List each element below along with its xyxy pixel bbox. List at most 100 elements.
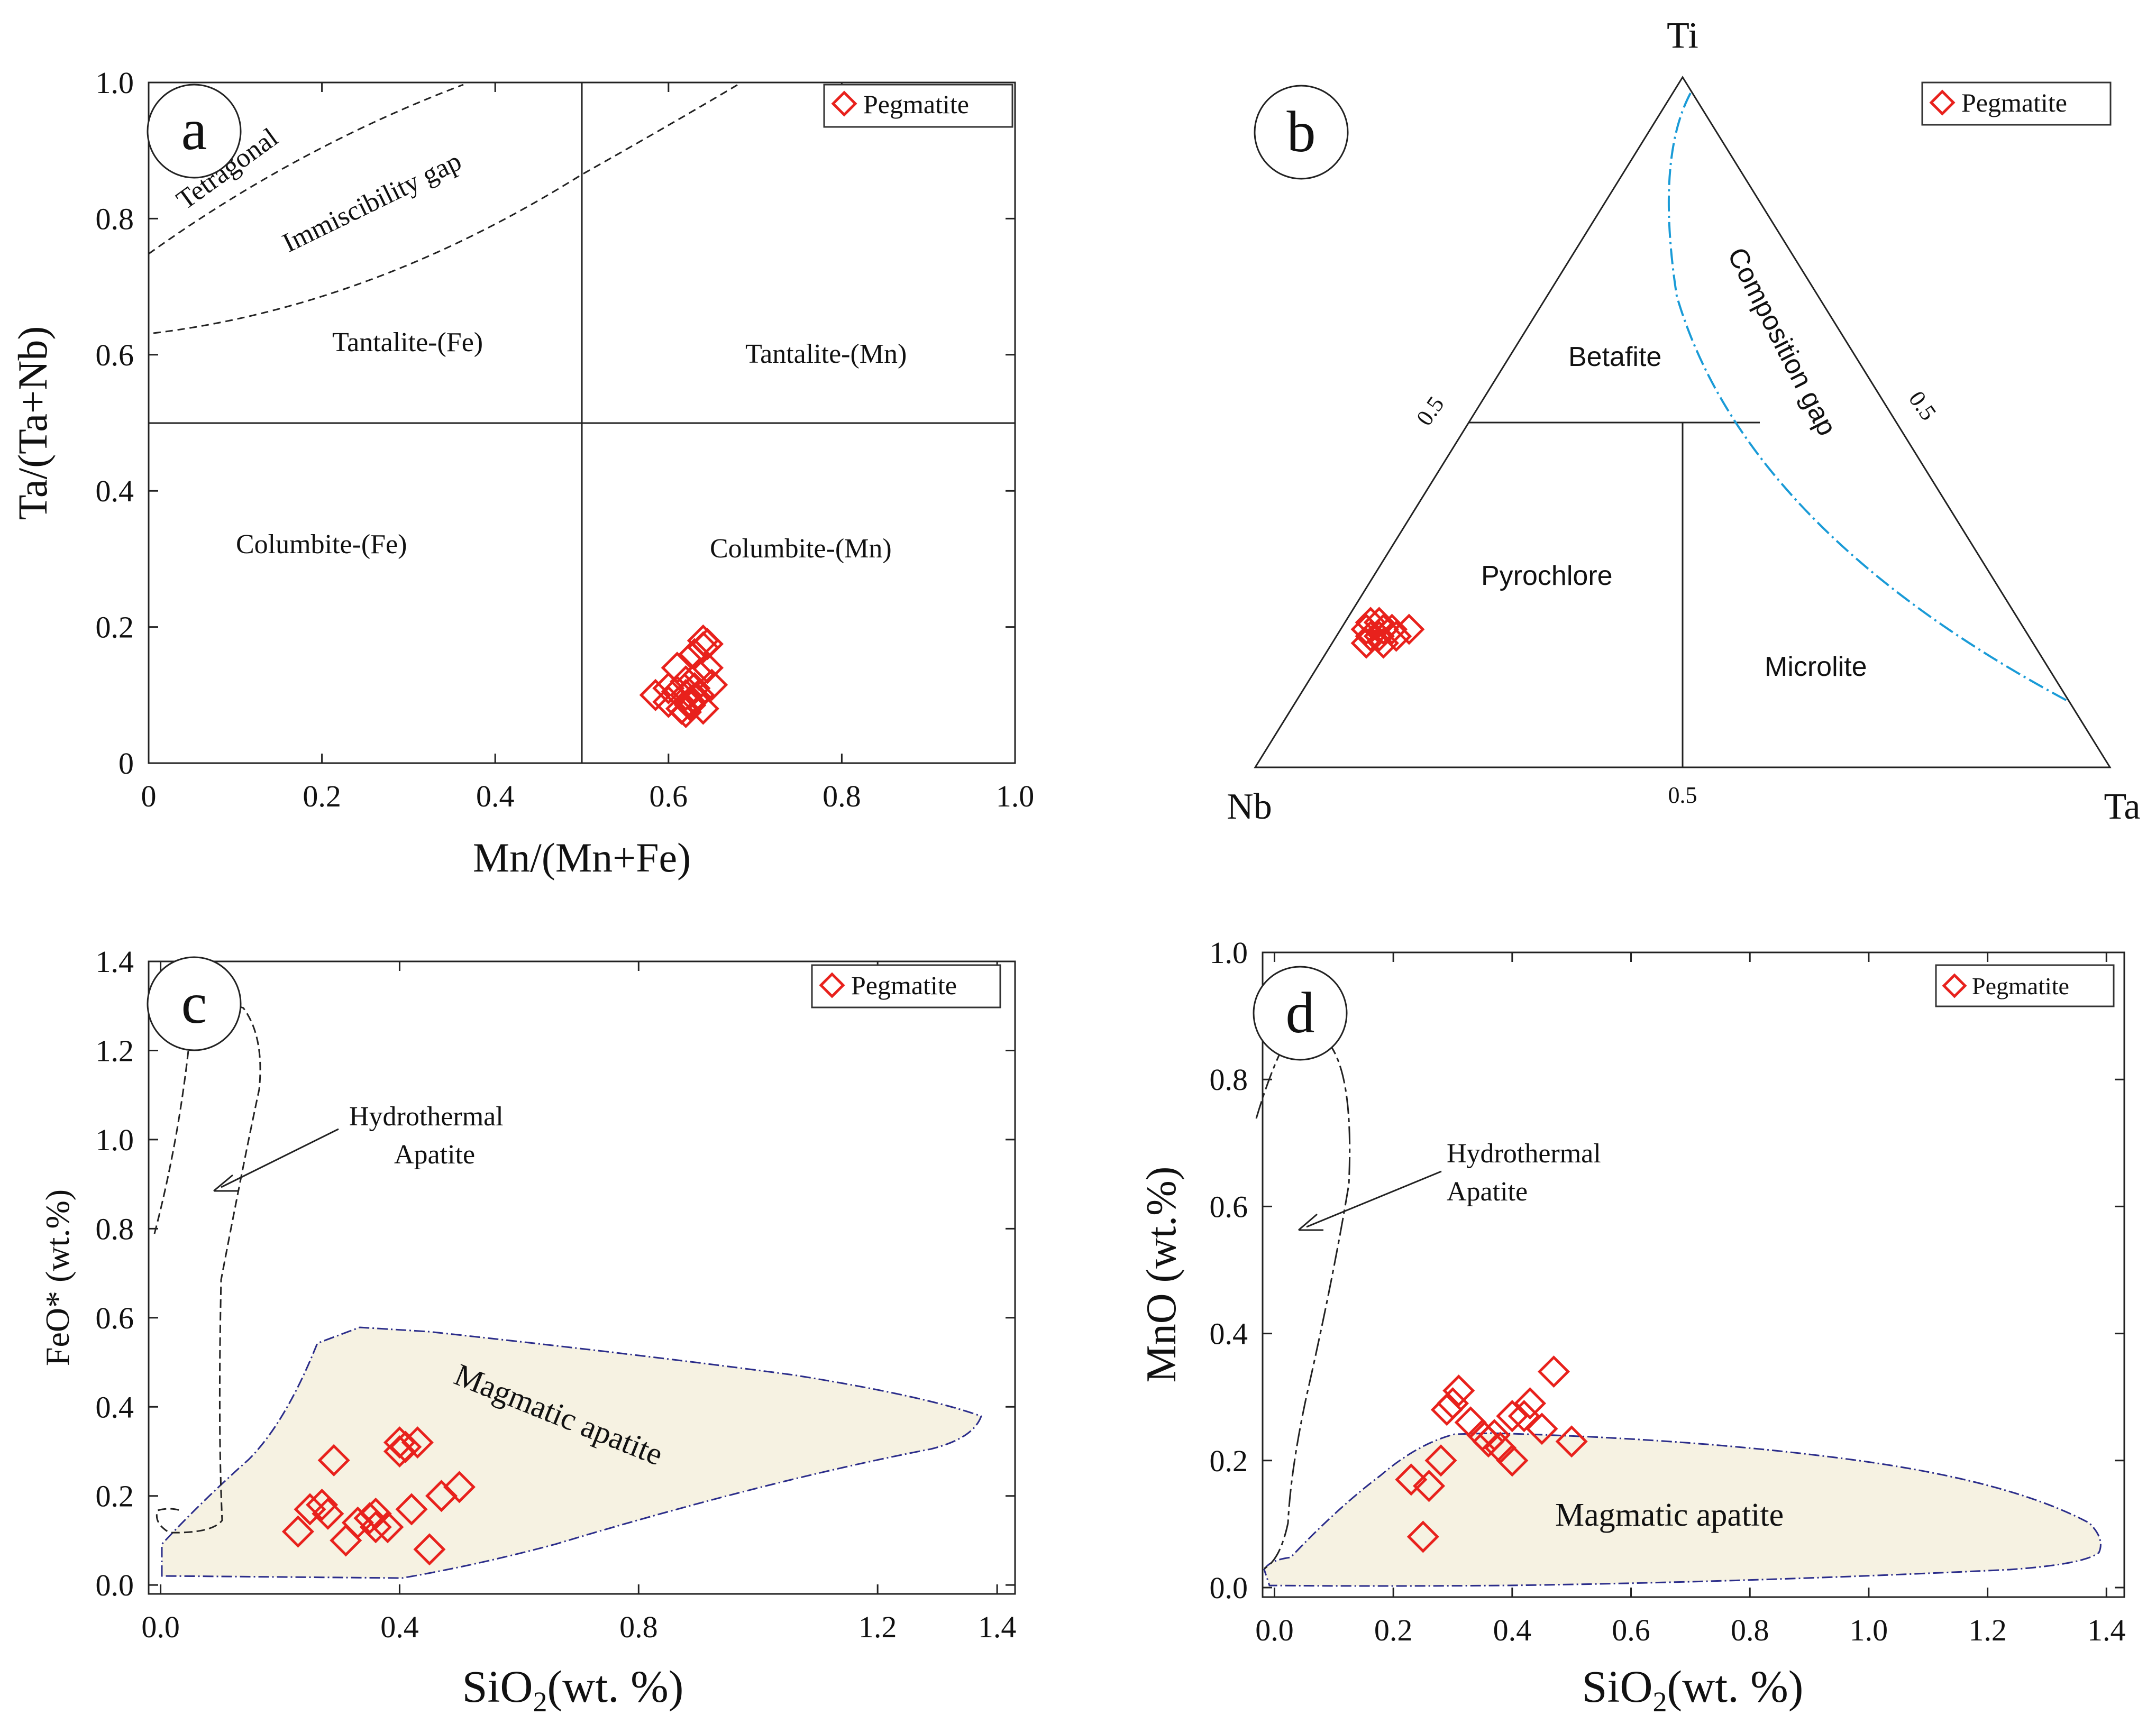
y-tick-label-a-3: 0.6 [96, 338, 134, 372]
hydro-arrowhead-d [1298, 1213, 1323, 1231]
y-tick-label-d-0: 0.0 [1210, 1571, 1248, 1605]
data-point-c-13 [389, 1430, 422, 1463]
y-tick-label-a-5: 1.0 [96, 66, 134, 100]
hydrothermal-field-d [1255, 1035, 1351, 1570]
legend-label-d: Pegmatite [1972, 973, 2069, 999]
data-point-d-3 [1424, 1444, 1457, 1477]
y-tick-label-c-4: 0.8 [96, 1212, 134, 1246]
x-tick-label-a-1: 0.2 [303, 779, 341, 813]
data-point-b-8 [1355, 620, 1386, 652]
data-points-d [1395, 1355, 1588, 1553]
data-point-b-5 [1381, 620, 1412, 652]
y-tick-label-c-2: 0.4 [96, 1390, 134, 1424]
x-tick-label-d-6: 1.2 [1968, 1613, 2007, 1647]
x-tick-label-d-2: 0.4 [1493, 1613, 1532, 1647]
legend-marker-a [831, 90, 857, 117]
data-point-d-1 [1406, 1520, 1439, 1553]
legend-label-a: Pegmatite [863, 89, 969, 119]
x-tick-label-c-3: 1.2 [858, 1610, 897, 1644]
data-point-c-14 [395, 1493, 428, 1526]
hydro-label-d2: Apatite [1447, 1177, 1528, 1207]
label-pyrochlore: Pyrochlore [1481, 561, 1613, 591]
ticks-d: 0.0 0.2 0.4 0.6 0.8 1.0 1.2 1.4 0.0 0.2 0.4 0.6 0.8 1… [1210, 936, 2126, 1647]
x-tick-label-a-2: 0.4 [476, 779, 515, 813]
y-tick-label-a-1: 0.2 [96, 610, 134, 645]
data-point-d-18 [1555, 1425, 1588, 1458]
label-columbite-fe: Columbite-(Fe) [236, 529, 407, 560]
y-tick-label-a-4: 0.8 [96, 201, 134, 236]
panel-letter-a: a [181, 97, 207, 162]
data-point-c-2 [306, 1489, 339, 1521]
data-point-a-21 [682, 678, 715, 711]
x-tick-label-c-0: 0.0 [141, 1610, 180, 1644]
data-point-c-5 [330, 1524, 362, 1557]
panel-c: 0.0 0.4 0.8 1.2 1.40.00.20.40.60.81.01.21.4 … [39, 944, 1016, 1718]
magmatic-label-d: Magmatic apatite [1555, 1497, 1784, 1533]
y-tick-label-d-2: 0.4 [1210, 1317, 1248, 1351]
data-point-b-7 [1355, 607, 1386, 638]
data-point-a-13 [696, 668, 728, 701]
y-tick-label-c-5: 1.0 [96, 1123, 134, 1157]
x-tick-label-d-0: 0.0 [1255, 1613, 1294, 1647]
data-point-d-5 [1436, 1387, 1469, 1420]
data-point-d-14 [1508, 1400, 1540, 1433]
data-point-c-4 [317, 1444, 350, 1477]
y-tick-label-a-2: 0.4 [96, 474, 134, 508]
vertex-nb: Nb [1227, 786, 1272, 827]
x-tick-label-d-3: 0.6 [1612, 1613, 1650, 1647]
data-point-d-13 [1496, 1400, 1529, 1433]
data-point-d-17 [1537, 1355, 1570, 1388]
data-point-a-19 [652, 672, 685, 704]
composition-gap-curve [1667, 93, 2069, 702]
plot-frame-c [148, 960, 1016, 1595]
x-tick-label-a-5: 1.0 [996, 779, 1035, 813]
panel-letter-circle-c [147, 956, 242, 1051]
tick-label-right: 0.5 [1904, 387, 1942, 425]
data-point-a-12 [691, 652, 724, 684]
y-tick-label-d-1: 0.2 [1210, 1444, 1248, 1478]
xlabel-a: Mn/(Mn+Fe) [473, 835, 691, 881]
data-point-d-0 [1395, 1463, 1428, 1496]
hydro-label-c1: Hydrothermal [349, 1102, 504, 1132]
x-tick-label-d-7: 1.4 [2087, 1613, 2126, 1647]
x-tick-label-d-4: 0.8 [1731, 1613, 1769, 1647]
data-point-d-4 [1430, 1393, 1463, 1426]
y-tick-label-d-3: 0.6 [1210, 1189, 1248, 1224]
x-tick-label-a-0: 0 [141, 779, 157, 813]
x-tick-label-c-1: 0.4 [380, 1610, 419, 1644]
label-tantalite-mn: Tantalite-(Mn) [745, 339, 907, 369]
legend-label-b: Pegmatite [1961, 88, 2067, 117]
label-tantalite-fe: Tantalite-(Fe) [332, 327, 483, 357]
data-point-b-4 [1350, 627, 1382, 659]
y-tick-label-c-7: 1.4 [96, 944, 134, 979]
legend-box-a [823, 84, 1013, 128]
y-tick-label-c-1: 0.2 [96, 1479, 134, 1514]
data-point-d-2 [1413, 1470, 1446, 1502]
x-tick-label-d-5: 1.0 [1850, 1613, 1888, 1647]
legend-label-c: Pegmatite [851, 970, 957, 1000]
y-tick-label-d-5: 1.0 [1210, 936, 1248, 970]
tick-label-bottom: 0.5 [1668, 782, 1697, 808]
panel-letter-circle-b [1254, 85, 1349, 180]
label-betafite: Betafite [1568, 342, 1661, 372]
hydro-arrow-c [221, 1128, 339, 1188]
magmatic-field-c [161, 1326, 982, 1579]
panel-letter-b: b [1287, 99, 1316, 164]
y-tick-label-c-6: 1.2 [96, 1033, 134, 1068]
hydro-label-d1: Hydrothermal [1447, 1139, 1601, 1169]
data-point-c-9 [359, 1511, 392, 1544]
panel-letter-circle-a [147, 84, 242, 179]
ylabel-c: FeO* (wt.%) [39, 1189, 76, 1366]
plot-frame-d [1262, 951, 2125, 1598]
panel-d: 0.0 0.2 0.4 0.6 0.8 1.0 1.2 1.4 0.0 0.2 0.4 0.6 0.8 1… [1138, 936, 2126, 1718]
data-point-d-16 [1525, 1413, 1558, 1445]
data-point-c-0 [281, 1515, 314, 1548]
x-tick-label-d-1: 0.2 [1374, 1613, 1413, 1647]
label-immiscibility: Immiscibility gap [278, 146, 466, 259]
panel-letter-d: d [1286, 980, 1315, 1045]
data-point-b-10 [1367, 627, 1399, 659]
data-point-d-12 [1496, 1444, 1529, 1477]
legend-marker-b [1929, 89, 1956, 116]
data-point-d-15 [1514, 1387, 1547, 1420]
data-points-b [1350, 607, 1425, 659]
